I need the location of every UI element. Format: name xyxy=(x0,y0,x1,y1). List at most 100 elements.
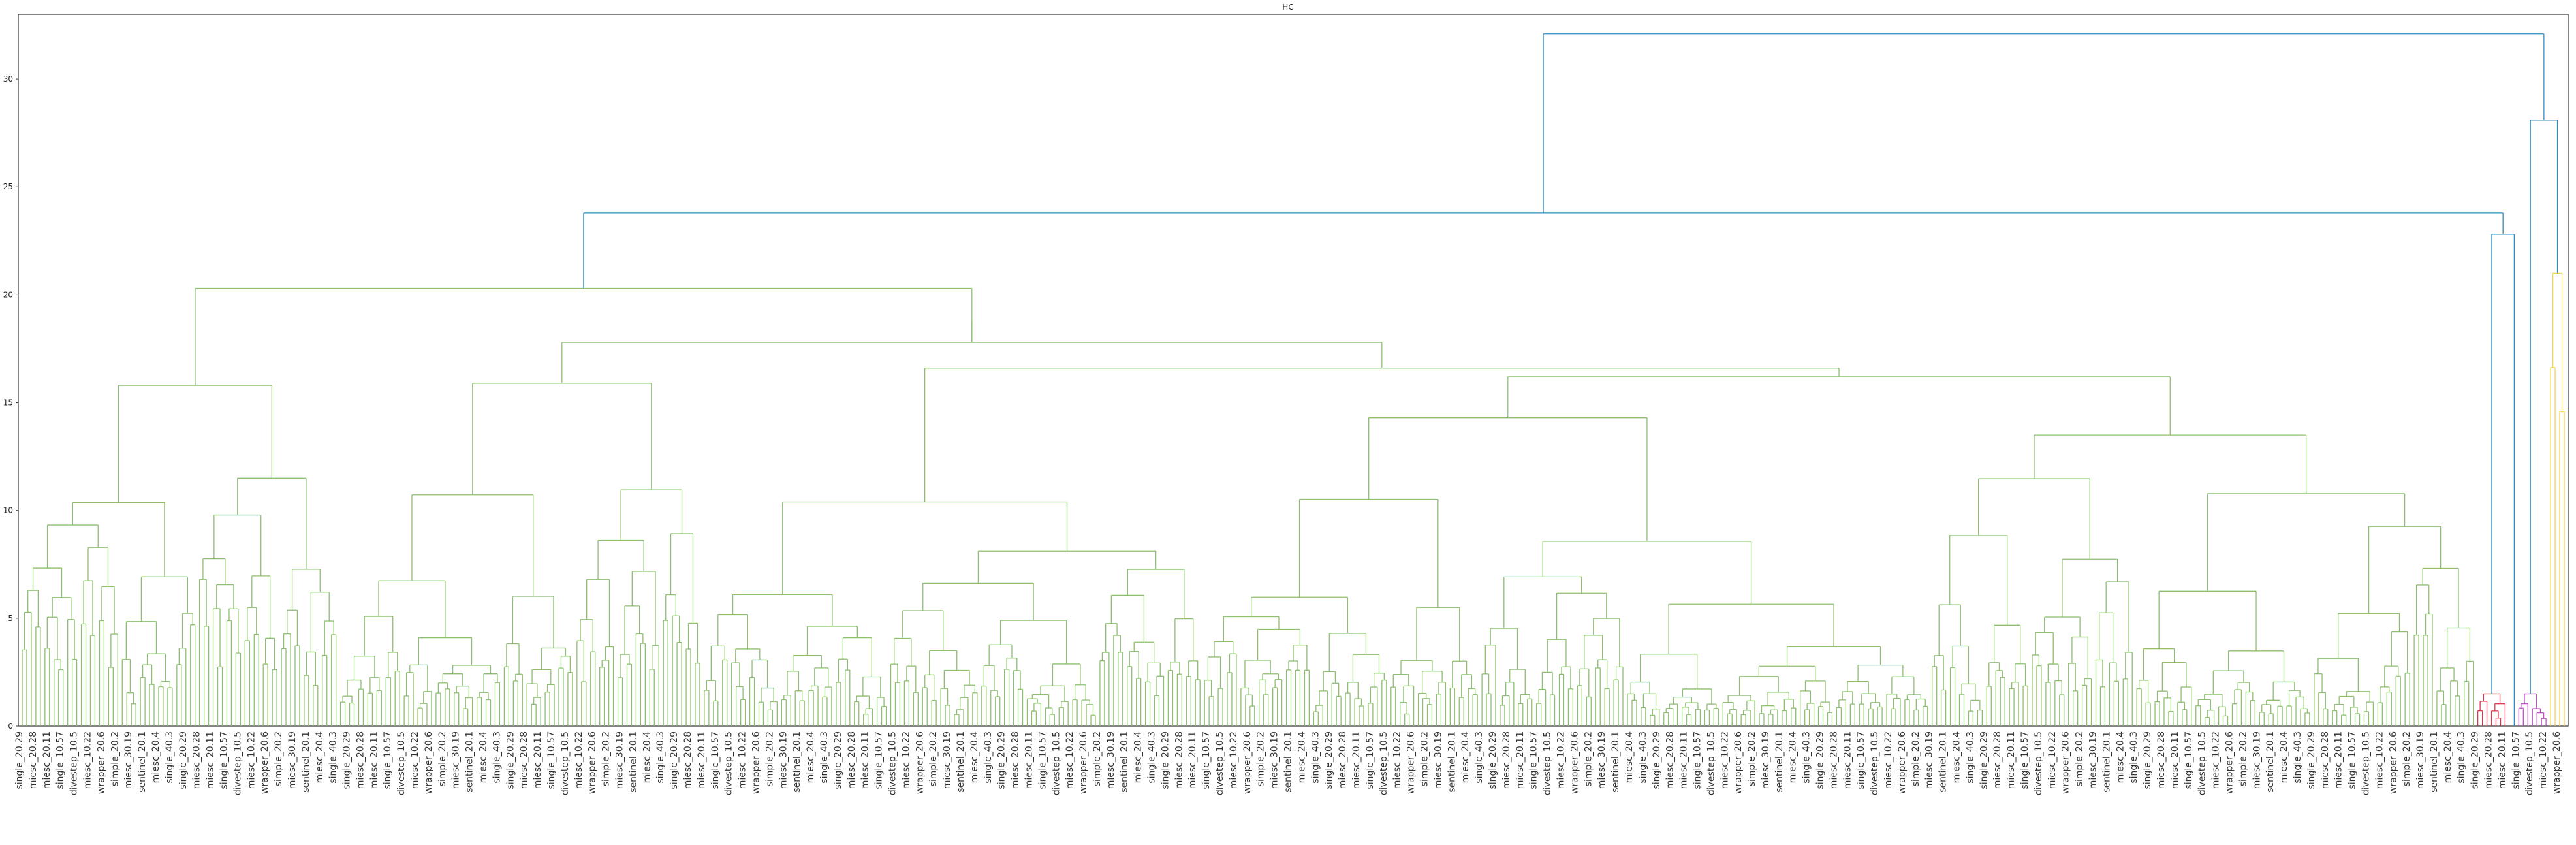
leaf-label: simple_20.2 xyxy=(1419,731,1430,786)
leaf-label: miesc_10.22 xyxy=(1392,731,1403,789)
leaf-label: miesc_20.28 xyxy=(683,731,693,789)
leaf-label: miesc_20.11 xyxy=(206,731,216,789)
leaf-label: simple_20.2 xyxy=(764,731,775,786)
leaf-label: miesc_20.11 xyxy=(1842,731,1853,789)
leaf-label: miesc_10.22 xyxy=(1556,731,1566,789)
leaf-label: single_40.3 xyxy=(492,731,502,784)
leaf-label: single_10.57 xyxy=(1692,731,1703,789)
leaf-label: sentinel_20.1 xyxy=(956,731,966,793)
leaf-label: miesc_20.11 xyxy=(533,731,543,789)
leaf-label: simple_20.2 xyxy=(601,731,612,786)
leaf-label: single_40.3 xyxy=(2293,731,2303,784)
y-tick: 30 xyxy=(3,74,18,84)
leaf-label: miesc_20.28 xyxy=(519,731,529,789)
leaf-label: divestep_10.5 xyxy=(887,731,898,795)
leaf-label: wrapper_20.6 xyxy=(260,731,270,794)
leaf-label: miesc_20.11 xyxy=(1351,731,1362,789)
leaf-label: wrapper_20.6 xyxy=(2388,731,2398,794)
leaf-label: miesc_20.4 xyxy=(2443,731,2453,783)
leaf-label: simple_20.2 xyxy=(437,731,448,786)
leaf-label: single_10.57 xyxy=(2184,731,2194,789)
leaf-label: miesc_30.19 xyxy=(287,731,298,789)
leaf-label: miesc_10.22 xyxy=(2538,731,2549,789)
leaf-label: single_20.29 xyxy=(1160,731,1170,789)
y-tick-label: 20 xyxy=(3,290,13,299)
leaf-label: miesc_20.28 xyxy=(2156,731,2167,789)
leaf-label: miesc_20.28 xyxy=(1338,731,1348,789)
leaf-label: single_40.3 xyxy=(819,731,830,784)
y-tick-label: 0 xyxy=(8,722,13,731)
leaf-label: wrapper_20.6 xyxy=(751,731,761,794)
leaf-label: miesc_20.11 xyxy=(2334,731,2344,789)
leaf-label: wrapper_20.6 xyxy=(2552,731,2562,794)
leaf-label: miesc_20.28 xyxy=(847,731,857,789)
leaf-label: divestep_10.5 xyxy=(1379,731,1389,795)
leaf-label: single_20.29 xyxy=(1324,731,1334,789)
leaf-label: divestep_10.5 xyxy=(2524,731,2535,795)
leaf-label: divestep_10.5 xyxy=(2034,731,2044,795)
leaf-label: miesc_30.19 xyxy=(1761,731,1771,789)
leaf-label: miesc_10.22 xyxy=(82,731,93,789)
leaf-label: miesc_10.22 xyxy=(901,731,911,789)
leaf-label: miesc_20.4 xyxy=(2115,731,2126,783)
leaf-label: miesc_20.11 xyxy=(2497,731,2507,789)
leaf-label: miesc_30.19 xyxy=(123,731,134,789)
leaf-label: wrapper_20.6 xyxy=(915,731,925,794)
y-tick: 15 xyxy=(3,398,18,407)
leaf-label: single_20.29 xyxy=(2470,731,2481,789)
leaf-label: sentinel_20.1 xyxy=(2101,731,2112,793)
dendrogram-links xyxy=(22,33,2565,726)
leaf-label: divestep_10.5 xyxy=(1870,731,1880,795)
leaf-label: sentinel_20.1 xyxy=(2265,731,2276,793)
leaf-label: single_20.29 xyxy=(505,731,516,789)
leaf-label: single_20.29 xyxy=(1979,731,1989,789)
leaf-label: single_10.57 xyxy=(546,731,557,789)
leaf-label: miesc_20.28 xyxy=(28,731,39,789)
y-tick: 25 xyxy=(3,182,18,191)
leaf-label: miesc_20.28 xyxy=(1665,731,1676,789)
leaf-label: miesc_20.11 xyxy=(697,731,707,789)
leaf-label: sentinel_20.1 xyxy=(628,731,638,793)
leaf-label: miesc_20.4 xyxy=(1624,731,1635,783)
leaf-label: miesc_20.4 xyxy=(151,731,161,783)
leaf-label: miesc_20.4 xyxy=(1952,731,1962,783)
leaf-label: miesc_20.11 xyxy=(860,731,871,789)
leaf-label: single_20.29 xyxy=(1488,731,1498,789)
leaf-label: single_40.3 xyxy=(1474,731,1484,784)
leaf-label: miesc_10.22 xyxy=(574,731,584,789)
leaf-label: single_40.3 xyxy=(2129,731,2139,784)
leaf-label: wrapper_20.6 xyxy=(2061,731,2071,794)
leaf-label: miesc_20.28 xyxy=(355,731,366,789)
y-tick: 5 xyxy=(8,614,18,623)
leaf-label: miesc_30.19 xyxy=(1270,731,1280,789)
leaf-label: miesc_10.22 xyxy=(2211,731,2222,789)
leaf-label: single_40.3 xyxy=(1310,731,1321,784)
leaf-label: miesc_20.4 xyxy=(806,731,816,783)
leaf-label: sentinel_20.1 xyxy=(1774,731,1785,793)
leaf-label: wrapper_20.6 xyxy=(1569,731,1580,794)
leaf-label: miesc_20.4 xyxy=(1133,731,1144,783)
leaf-label: wrapper_20.6 xyxy=(1406,731,1417,794)
leaf-label: miesc_20.4 xyxy=(1788,731,1798,783)
leaf-label: single_10.57 xyxy=(1037,731,1048,789)
leaf-label: single_10.57 xyxy=(1201,731,1212,789)
leaf-label: miesc_20.28 xyxy=(2320,731,2331,789)
y-tick-label: 5 xyxy=(8,614,13,623)
leaf-label: simple_20.2 xyxy=(274,731,284,786)
leaf-label: simple_20.2 xyxy=(1911,731,1921,786)
y-tick-label: 30 xyxy=(3,74,13,84)
leaf-label: miesc_30.19 xyxy=(2415,731,2426,789)
leaf-label: sentinel_20.1 xyxy=(301,731,311,793)
leaf-label: miesc_20.28 xyxy=(1174,731,1184,789)
leaf-label: miesc_10.22 xyxy=(1065,731,1075,789)
leaf-label: divestep_10.5 xyxy=(2361,731,2371,795)
leaf-label: divestep_10.5 xyxy=(560,731,571,795)
y-tick: 20 xyxy=(3,290,18,299)
leaf-label: miesc_30.19 xyxy=(1597,731,1607,789)
leaf-label: simple_20.2 xyxy=(928,731,939,786)
leaf-label: miesc_10.22 xyxy=(2374,731,2385,789)
leaf-label: miesc_10.22 xyxy=(738,731,748,789)
leaf-label: single_10.57 xyxy=(1856,731,1866,789)
leaf-label: single_40.3 xyxy=(165,731,175,784)
leaf-label: single_40.3 xyxy=(1638,731,1648,784)
